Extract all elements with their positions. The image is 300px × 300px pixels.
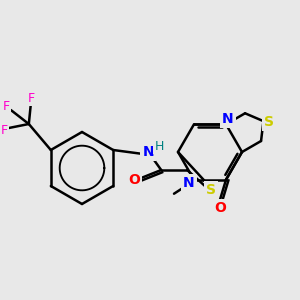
- Text: S: S: [206, 183, 216, 197]
- Text: N: N: [142, 145, 154, 159]
- Text: F: F: [27, 92, 34, 104]
- Text: F: F: [2, 100, 9, 112]
- Text: F: F: [0, 124, 8, 136]
- Text: H: H: [154, 140, 164, 152]
- Text: O: O: [214, 201, 226, 215]
- Text: N: N: [183, 176, 195, 190]
- Text: S: S: [264, 115, 274, 129]
- Text: O: O: [128, 173, 140, 187]
- Text: N: N: [222, 112, 234, 126]
